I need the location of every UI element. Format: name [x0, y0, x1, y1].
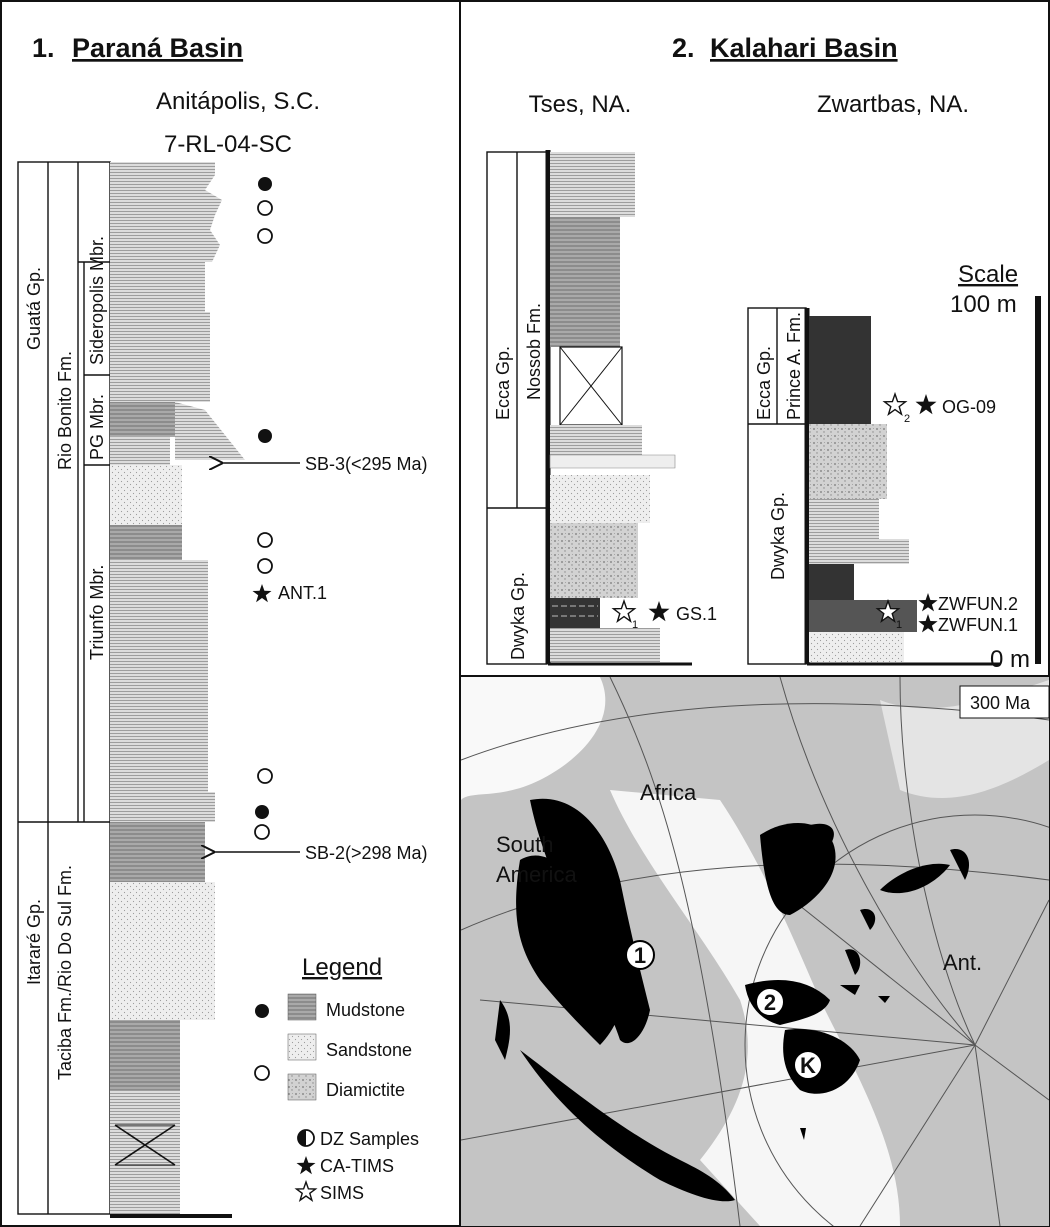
- legend-dz-label: DZ Samples: [320, 1129, 419, 1149]
- parana-formation-upper: Rio Bonito Fm.: [55, 351, 75, 470]
- dz-filled-circle: [258, 177, 272, 191]
- parana-group-lower: Itararé Gp.: [24, 899, 44, 985]
- catims-star-icon: [915, 394, 937, 415]
- map-marker-k: K: [800, 1053, 816, 1078]
- map-marker-2: 2: [764, 990, 776, 1015]
- scale-title: Scale: [958, 261, 1018, 288]
- legend-sims-label: SIMS: [320, 1183, 364, 1203]
- dz-open-circle: [257, 558, 273, 574]
- zwartbas-group-lower: Dwyka Gp.: [768, 492, 788, 580]
- catims-star-icon: [296, 1156, 316, 1175]
- zwartbas-formation-upper: Prince A. Fm.: [784, 312, 804, 420]
- map-age-label: 300 Ma: [970, 693, 1031, 713]
- legend-diamictite-swatch: [287, 1073, 317, 1101]
- parana-member-top: Sideropolis Mbr.: [87, 236, 107, 365]
- panel1-core-id: 7-RL-04-SC: [164, 131, 292, 158]
- legend-diamictite-label: Diamictite: [326, 1080, 405, 1100]
- catims-star-icon: [918, 593, 938, 612]
- dz-filled-circle: [255, 1004, 269, 1018]
- sims-star-icon: [882, 391, 908, 416]
- legend-mudstone-label: Mudstone: [326, 1000, 405, 1020]
- legend-sandstone-label: Sandstone: [326, 1040, 412, 1060]
- tses-lithology-column: [548, 152, 692, 666]
- panel2-number: 2.: [672, 33, 695, 63]
- dz-open-circle: [257, 532, 273, 548]
- dz-filled-circle: [258, 429, 272, 443]
- basin-marker-k: K: [793, 1050, 823, 1080]
- sims-star-icon: [294, 1179, 318, 1202]
- parana-group-upper: Guatá Gp.: [24, 267, 44, 350]
- map-africa-label: Africa: [640, 780, 697, 805]
- catims-star-icon: [918, 614, 938, 633]
- legend-title: Legend: [302, 954, 382, 981]
- map-antarctica-label: Ant.: [943, 950, 982, 975]
- parana-formation-lower: Taciba Fm./Rio Do Sul Fm.: [55, 865, 75, 1080]
- legend-catims-label: CA-TIMS: [320, 1156, 394, 1176]
- parana-lithology-column: [110, 162, 245, 1218]
- dz-open-circle: [254, 1065, 270, 1081]
- panel1-location: Anitápolis, S.C.: [156, 88, 320, 115]
- dz-open-circle: [257, 768, 273, 784]
- age-box: [959, 685, 1049, 719]
- panel1-number: 1.: [32, 33, 55, 63]
- catims-star-icon: [648, 601, 670, 622]
- tses-strat-frame: [486, 151, 548, 665]
- sims-star-icon: [875, 598, 901, 623]
- tses-formation-upper: Nossob Fm.: [524, 303, 544, 400]
- zwartbas-sims-subscript-lower: 1: [896, 619, 902, 631]
- basin-marker-1: 1: [625, 940, 655, 970]
- zwartbas-lithology-column: [807, 316, 1000, 666]
- panel-parana: 1. Paraná Basin Anitápolis, S.C. 7-RL-04…: [17, 33, 428, 1218]
- half-circle-icon: [297, 1129, 315, 1147]
- zwartbas-sims-subscript-upper: 2: [904, 413, 910, 425]
- dz-filled-circle: [255, 805, 269, 819]
- parana-ant-label: ANT.1: [278, 583, 327, 603]
- dz-open-circle: [257, 228, 273, 244]
- scale-bottom: 0 m: [990, 646, 1030, 673]
- panel1-title: Paraná Basin: [72, 33, 243, 63]
- dz-open-circle: [257, 200, 273, 216]
- tses-name: Tses, NA.: [529, 91, 632, 118]
- legend-sandstone-swatch: [287, 1033, 317, 1061]
- sample-sb3-label: SB-3(<295 Ma): [305, 454, 428, 474]
- panel-kalahari: 2. Kalahari Basin Tses, NA. Ecca Gp. Nos…: [486, 33, 1041, 673]
- map-marker-1: 1: [634, 943, 646, 968]
- zwartbas-sample-upper: OG-09: [942, 397, 996, 417]
- tses-group-lower: Dwyka Gp.: [508, 572, 528, 660]
- parana-member-mid: PG Mbr.: [87, 394, 107, 460]
- sample-sb2-label: SB-2(>298 Ma): [305, 843, 428, 863]
- parana-sample-markers: [252, 177, 273, 1081]
- dz-open-circle: [254, 824, 270, 840]
- zwartbas-name: Zwartbas, NA.: [817, 91, 969, 118]
- parana-member-low: Triunfo Mbr.: [87, 565, 107, 660]
- zwartbas-sample-a: ZWFUN.2: [938, 594, 1018, 614]
- legend-mudstone-swatch: [287, 993, 317, 1021]
- zwartbas-group-upper: Ecca Gp.: [754, 346, 774, 420]
- sims-star-icon: [611, 598, 637, 623]
- tses-sims-subscript: 1: [632, 619, 638, 631]
- scale-top: 100 m: [950, 291, 1017, 318]
- tses-sample-label: GS.1: [676, 604, 717, 624]
- basin-marker-2: 2: [755, 987, 785, 1017]
- zwartbas-sample-b: ZWFUN.1: [938, 615, 1018, 635]
- catims-star-icon: [252, 584, 272, 603]
- legend: Legend Mudstone Sandstone Diamictite DZ …: [287, 954, 419, 1203]
- panel2-title: Kalahari Basin: [710, 33, 898, 63]
- map-south-america-label-2: America: [496, 862, 577, 887]
- tses-group-upper: Ecca Gp.: [493, 346, 513, 420]
- paleo-map: 1 2 K 300 Ma Africa South America Ant.: [461, 677, 1049, 1226]
- map-south-america-label-1: South: [496, 832, 554, 857]
